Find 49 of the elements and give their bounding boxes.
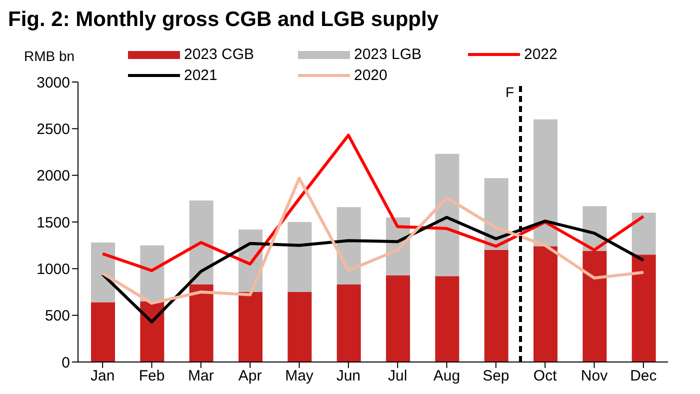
x-tick-label: Oct <box>533 368 558 385</box>
y-tick-label: 3000 <box>36 74 70 92</box>
legend-label: 2023 LGB <box>354 46 422 63</box>
y-tick-label: 0 <box>62 354 70 372</box>
x-tick-label: Jun <box>336 368 361 385</box>
bar <box>435 154 460 276</box>
bar <box>336 207 361 285</box>
bar <box>288 292 312 362</box>
x-tick-label: Aug <box>433 368 460 385</box>
y-tick-label: 1000 <box>36 260 70 278</box>
x-tick-label: Jul <box>388 368 408 385</box>
y-tick-label: 2500 <box>36 120 70 138</box>
bar <box>336 284 361 362</box>
bar <box>238 292 262 362</box>
y-tick-label: 2000 <box>36 168 70 185</box>
annotation: F <box>506 84 514 100</box>
bar <box>189 284 214 362</box>
x-tick-label: Sep <box>482 368 510 385</box>
legend-label: 2023 CGB <box>184 46 254 63</box>
bar <box>91 302 115 362</box>
bar <box>582 250 607 362</box>
bar <box>534 246 558 362</box>
y-tick-label: 500 <box>44 308 70 325</box>
bar <box>140 245 164 302</box>
bar <box>632 212 656 255</box>
x-tick-label: May <box>285 368 314 385</box>
x-tick-label: Apr <box>238 368 262 385</box>
bar <box>435 276 460 362</box>
line-series <box>101 176 645 305</box>
bar <box>140 301 164 362</box>
bar <box>386 275 410 362</box>
legend-label: 2021 <box>184 67 218 84</box>
y-axis-title: RMB bn <box>24 48 75 64</box>
x-tick-label: Jan <box>90 368 115 385</box>
x-tick-label: Mar <box>188 368 214 385</box>
bar <box>189 200 214 285</box>
bar <box>534 119 558 246</box>
y-tick-label: 1500 <box>36 214 70 232</box>
bar <box>484 250 508 362</box>
x-tick-label: Feb <box>138 368 165 385</box>
bar <box>91 242 115 302</box>
bar <box>632 254 656 362</box>
x-tick-label: Dec <box>630 368 658 385</box>
line-series <box>101 134 645 272</box>
chart-title: Fig. 2: Monthly gross CGB and LGB supply <box>8 8 439 32</box>
x-tick-label: Nov <box>580 368 608 385</box>
bar <box>288 222 312 292</box>
legend-label: 2020 <box>354 67 388 84</box>
legend-label: 2022 <box>524 46 558 63</box>
